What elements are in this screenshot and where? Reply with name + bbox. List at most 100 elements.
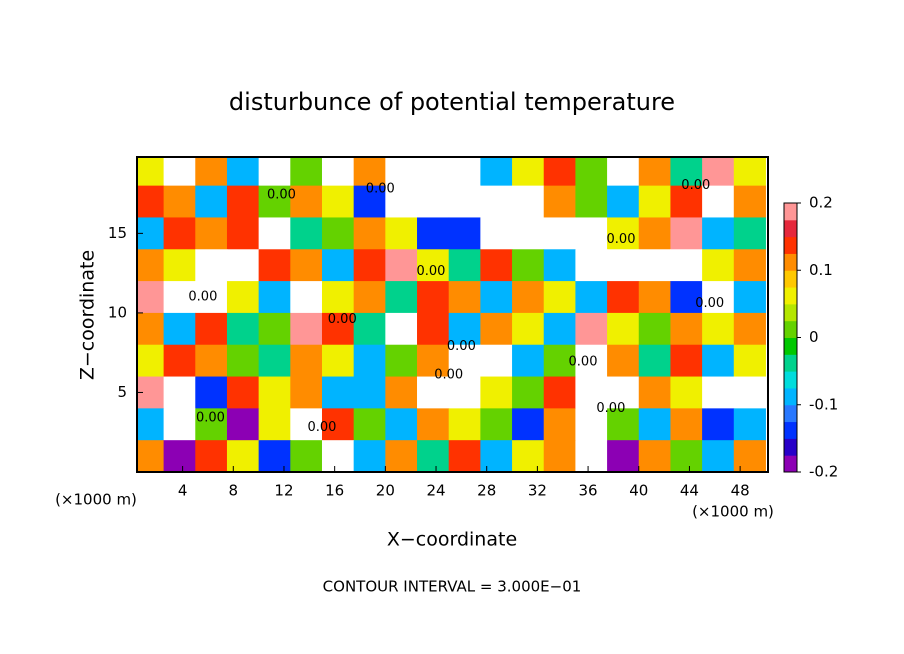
y-axis-label: Z−coordinate bbox=[77, 250, 99, 380]
cell bbox=[163, 217, 196, 250]
cell bbox=[290, 376, 323, 409]
cell bbox=[638, 281, 671, 314]
cell bbox=[543, 185, 576, 218]
colorbar-band bbox=[784, 337, 797, 355]
cell bbox=[733, 157, 766, 187]
cell bbox=[733, 312, 766, 346]
cell bbox=[163, 249, 196, 282]
cell bbox=[512, 281, 545, 314]
cell bbox=[512, 408, 545, 441]
cell bbox=[321, 312, 355, 346]
cell bbox=[543, 281, 576, 314]
cell bbox=[163, 312, 196, 346]
cell bbox=[670, 376, 703, 409]
cell bbox=[607, 344, 640, 378]
cell bbox=[417, 376, 450, 409]
cell bbox=[575, 217, 608, 250]
colorbar-band bbox=[784, 236, 797, 254]
cell bbox=[480, 440, 513, 472]
cell bbox=[733, 217, 766, 250]
colorbar-tick-label: 0 bbox=[809, 328, 819, 346]
colorbar-band bbox=[784, 455, 797, 473]
y-tick-label: 5 bbox=[117, 383, 127, 401]
cell bbox=[195, 312, 228, 346]
cell bbox=[195, 217, 228, 250]
cell bbox=[290, 344, 323, 378]
cell bbox=[702, 185, 735, 218]
colorbar-band bbox=[784, 303, 797, 322]
contour-label: 0.00 bbox=[681, 178, 710, 193]
colorbar-band bbox=[784, 219, 797, 238]
x-tick-label: 20 bbox=[376, 482, 395, 500]
contour-label: 0.00 bbox=[569, 355, 598, 370]
cell bbox=[226, 157, 260, 187]
colorbar-band bbox=[784, 387, 797, 406]
cell bbox=[512, 312, 545, 346]
cell bbox=[543, 157, 576, 187]
cell bbox=[163, 440, 196, 472]
y-unit: (×1000 m) bbox=[55, 491, 137, 509]
cell bbox=[163, 376, 196, 409]
cell bbox=[290, 408, 323, 441]
cell bbox=[353, 249, 386, 282]
cell bbox=[575, 312, 608, 346]
cell bbox=[226, 440, 260, 472]
x-tick-label: 16 bbox=[325, 482, 344, 500]
cell bbox=[607, 157, 640, 187]
cell bbox=[385, 157, 418, 187]
cell bbox=[512, 249, 545, 282]
x-tick-label: 40 bbox=[629, 482, 648, 500]
cell bbox=[448, 408, 481, 441]
cell bbox=[670, 344, 703, 378]
cell bbox=[607, 376, 640, 409]
cell bbox=[385, 376, 418, 409]
cell bbox=[353, 281, 386, 314]
cell bbox=[702, 344, 735, 378]
y-tick-label: 10 bbox=[108, 303, 127, 321]
cell bbox=[733, 249, 766, 282]
cell bbox=[353, 376, 386, 409]
cell bbox=[353, 344, 386, 378]
cell bbox=[512, 344, 545, 378]
cell bbox=[480, 185, 513, 218]
cell bbox=[321, 408, 355, 441]
cell bbox=[258, 312, 291, 346]
cell bbox=[226, 281, 260, 314]
x-tick-label: 8 bbox=[229, 482, 239, 500]
cell bbox=[321, 281, 355, 314]
cell bbox=[353, 440, 386, 472]
cell bbox=[417, 408, 450, 441]
cell bbox=[733, 281, 766, 314]
cell bbox=[163, 281, 196, 314]
cell bbox=[448, 440, 481, 472]
cell bbox=[575, 408, 608, 441]
cell bbox=[512, 376, 545, 409]
colorbar-tick-label: -0.1 bbox=[809, 395, 838, 413]
cell bbox=[195, 376, 228, 409]
cell bbox=[543, 408, 576, 441]
cell bbox=[670, 408, 703, 441]
cell bbox=[607, 217, 640, 250]
cell bbox=[195, 281, 228, 314]
cell bbox=[353, 408, 386, 441]
colorbar-band bbox=[784, 320, 797, 338]
cell bbox=[226, 185, 260, 218]
cell bbox=[575, 440, 608, 472]
cell bbox=[353, 217, 386, 250]
cell bbox=[385, 249, 418, 282]
cell bbox=[448, 281, 481, 314]
plot-frame bbox=[136, 156, 769, 473]
cell bbox=[733, 344, 766, 378]
cell bbox=[226, 408, 260, 441]
cell bbox=[417, 312, 450, 346]
cell bbox=[290, 217, 323, 250]
cell bbox=[137, 312, 165, 346]
contour-label: 0.00 bbox=[447, 339, 476, 354]
cell bbox=[543, 376, 576, 409]
cell bbox=[702, 157, 735, 187]
cell bbox=[480, 281, 513, 314]
cell bbox=[417, 249, 450, 282]
cell bbox=[290, 440, 323, 472]
cell bbox=[575, 157, 608, 187]
